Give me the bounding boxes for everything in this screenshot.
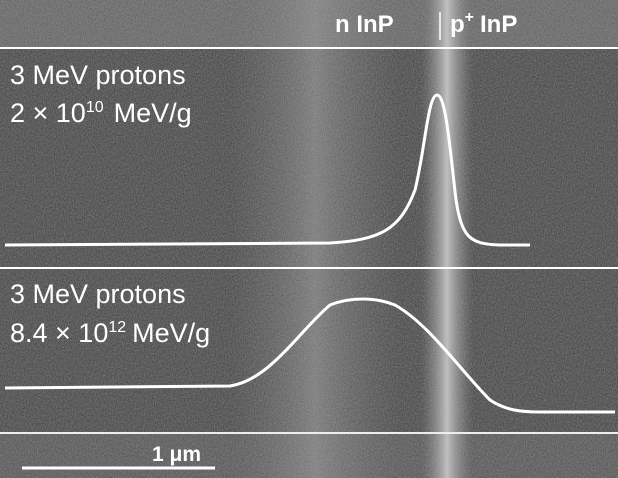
dose-base: 2 × 10 (10, 98, 86, 128)
region-base: p (450, 11, 465, 38)
dose-unit: MeV/g (114, 98, 192, 128)
region-rest: InP (480, 11, 517, 38)
dose-line: 3 MeV protons (10, 279, 186, 309)
dose-base: 8.4 × 10 (10, 318, 108, 348)
dose-line: 3 MeV protons (10, 60, 186, 90)
dose-exponent: 10 (86, 99, 104, 116)
page: {"header": {"left_region": "n InP", "rig… (0, 0, 618, 478)
scale-label: 1 μm (152, 443, 201, 466)
dose-unit: MeV/g (132, 318, 210, 348)
region-label: n InP (335, 11, 394, 38)
dose-exponent: 12 (108, 319, 126, 336)
region-label: p+ InP (450, 9, 517, 38)
micrograph: n InP p+InP 3 MeV protons 2 × 1010MeV/g … (0, 0, 618, 478)
region-sup: + (465, 9, 474, 26)
